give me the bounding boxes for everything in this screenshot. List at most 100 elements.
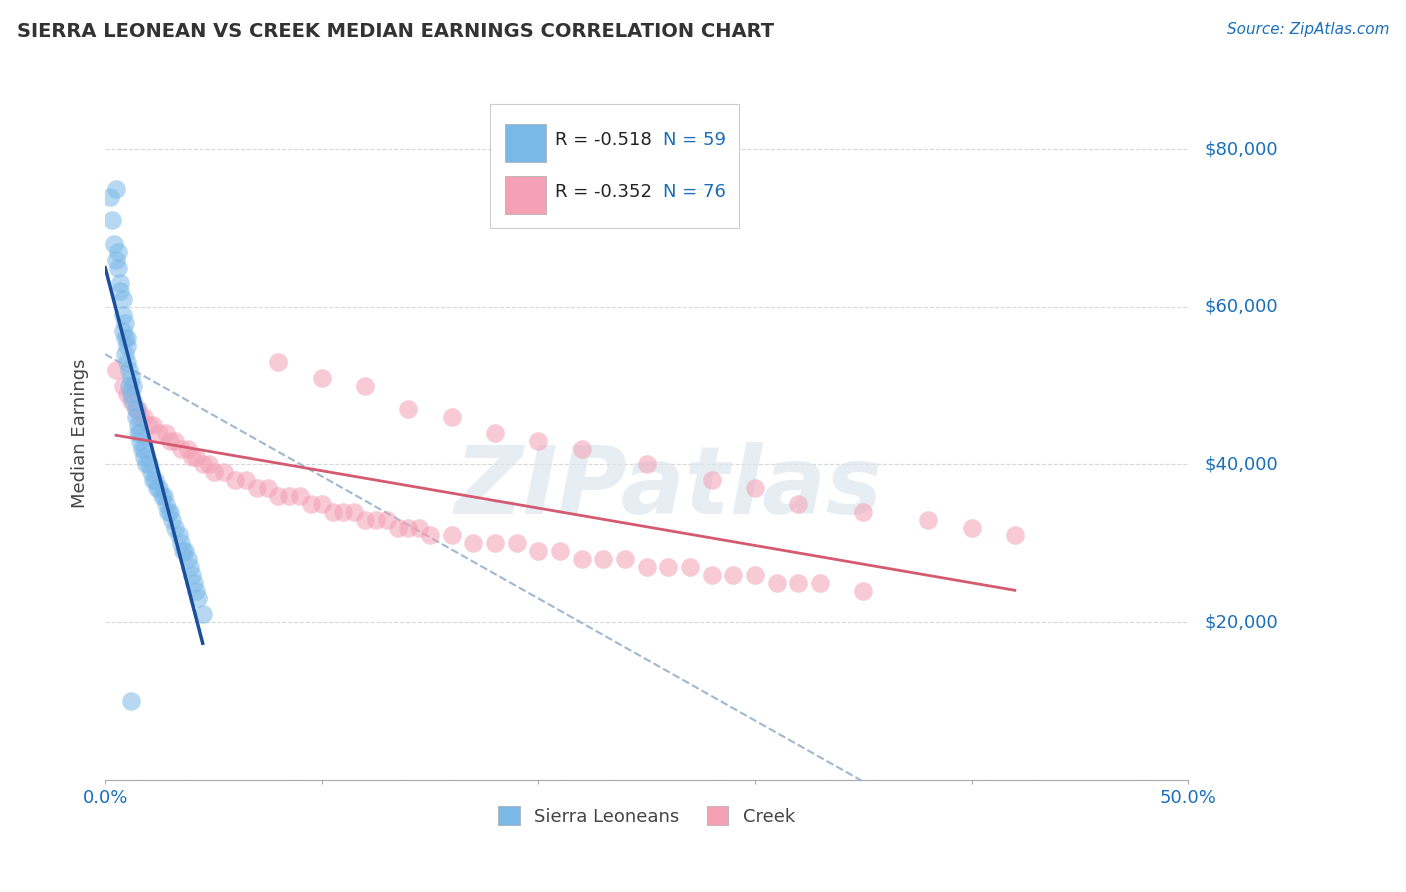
Point <box>765 575 787 590</box>
Point <box>183 575 205 590</box>
Point <box>115 339 138 353</box>
Point <box>387 520 409 534</box>
Point <box>311 371 333 385</box>
Point <box>111 308 134 322</box>
Point <box>440 528 463 542</box>
Point <box>115 386 138 401</box>
Point <box>375 513 398 527</box>
Point <box>150 489 173 503</box>
Point <box>744 567 766 582</box>
Point <box>146 481 169 495</box>
Point <box>114 347 136 361</box>
Point <box>115 355 138 369</box>
Point <box>744 481 766 495</box>
Point <box>170 536 193 550</box>
Point <box>124 402 146 417</box>
Point <box>419 528 441 542</box>
Point <box>128 425 150 440</box>
Point <box>364 513 387 527</box>
Point <box>224 473 246 487</box>
Point <box>134 450 156 464</box>
Point <box>186 450 208 464</box>
Point <box>134 442 156 456</box>
Point <box>118 378 141 392</box>
Point <box>138 418 160 433</box>
Point <box>256 481 278 495</box>
Text: N = 59: N = 59 <box>662 131 725 149</box>
Point <box>127 418 149 433</box>
Point <box>787 497 810 511</box>
FancyBboxPatch shape <box>505 124 546 161</box>
Point <box>484 536 506 550</box>
Point <box>176 442 198 456</box>
Point <box>191 607 214 622</box>
Point <box>179 560 201 574</box>
Point <box>120 371 142 385</box>
Point <box>235 473 257 487</box>
Point <box>163 434 186 448</box>
Y-axis label: Median Earnings: Median Earnings <box>72 359 89 508</box>
Point <box>267 489 290 503</box>
Point <box>107 260 129 275</box>
Point <box>657 560 679 574</box>
Point <box>202 466 225 480</box>
Point <box>135 458 157 472</box>
Point <box>852 505 875 519</box>
Point <box>138 458 160 472</box>
Point <box>127 402 149 417</box>
Point <box>172 544 194 558</box>
Point <box>322 505 344 519</box>
Point <box>124 410 146 425</box>
Point <box>111 292 134 306</box>
Point <box>159 505 181 519</box>
Point <box>700 567 723 582</box>
Point <box>267 355 290 369</box>
Point <box>180 567 202 582</box>
Point <box>167 528 190 542</box>
Point <box>636 458 658 472</box>
Point <box>163 520 186 534</box>
Point <box>527 544 550 558</box>
Point <box>700 473 723 487</box>
Point <box>548 544 571 558</box>
FancyBboxPatch shape <box>489 103 738 228</box>
Point <box>111 324 134 338</box>
Point <box>122 394 145 409</box>
Point <box>187 591 209 606</box>
Point <box>128 434 150 448</box>
Legend: Sierra Leoneans, Creek: Sierra Leoneans, Creek <box>491 799 803 833</box>
Point <box>120 394 142 409</box>
Text: SIERRA LEONEAN VS CREEK MEDIAN EARNINGS CORRELATION CHART: SIERRA LEONEAN VS CREEK MEDIAN EARNINGS … <box>17 22 773 41</box>
Point <box>808 575 831 590</box>
Point <box>127 425 149 440</box>
Point <box>396 402 419 417</box>
Point <box>134 410 156 425</box>
Point <box>155 497 177 511</box>
Point <box>170 442 193 456</box>
Text: $40,000: $40,000 <box>1205 456 1278 474</box>
Point <box>124 402 146 417</box>
Point <box>396 520 419 534</box>
Point <box>128 410 150 425</box>
Point <box>114 331 136 345</box>
Point <box>311 497 333 511</box>
FancyBboxPatch shape <box>505 176 546 213</box>
Point <box>152 489 174 503</box>
Point <box>105 182 128 196</box>
Text: Source: ZipAtlas.com: Source: ZipAtlas.com <box>1226 22 1389 37</box>
Point <box>198 458 221 472</box>
Point <box>159 434 181 448</box>
Point <box>1004 528 1026 542</box>
Point <box>131 442 153 456</box>
Text: $80,000: $80,000 <box>1205 140 1278 159</box>
Point <box>103 236 125 251</box>
Text: ZIPatlas: ZIPatlas <box>454 442 883 534</box>
Text: $20,000: $20,000 <box>1205 613 1278 631</box>
Point <box>299 497 322 511</box>
Point <box>142 473 165 487</box>
Point <box>354 378 377 392</box>
Point <box>114 316 136 330</box>
Point <box>408 520 430 534</box>
Point <box>98 189 121 203</box>
Point <box>142 418 165 433</box>
